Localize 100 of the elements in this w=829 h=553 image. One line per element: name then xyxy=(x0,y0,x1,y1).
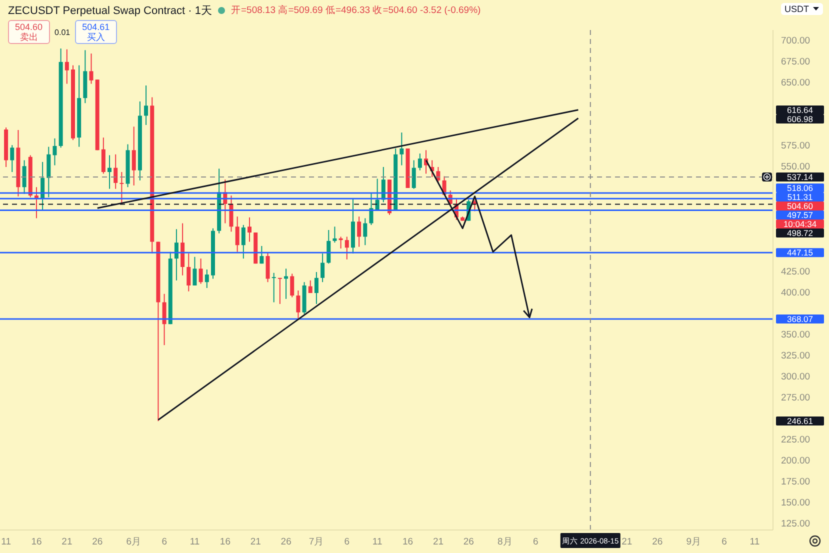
x-tick-label: 6 xyxy=(344,536,350,548)
x-tick-label: 11 xyxy=(190,536,200,548)
x-tick-label: 21 xyxy=(622,536,632,548)
candlestick xyxy=(266,252,270,283)
candlestick xyxy=(296,290,300,319)
chart-title: ZECUSDT Perpetual Swap Contract · 1天 xyxy=(8,4,212,18)
x-tick-label: 6 xyxy=(532,536,538,548)
candlestick xyxy=(114,154,118,190)
text: USDT xyxy=(784,4,809,14)
candlestick xyxy=(241,224,246,260)
candlestick xyxy=(10,144,14,173)
candlestick xyxy=(260,245,264,264)
x-tick-label: 11 xyxy=(750,536,760,548)
chart-subtitle: 开=508.13 高=509.69 低=496.33 收=504.60 -3.52 (-0.69%) xyxy=(230,4,481,17)
candlestick xyxy=(192,256,197,286)
candlestick xyxy=(162,293,166,346)
candlestick xyxy=(272,272,276,303)
x-tick-label: 7月 xyxy=(308,536,324,548)
x-tick-label: 21 xyxy=(250,536,261,548)
candlestick xyxy=(363,218,368,246)
x-tick-label: 6 xyxy=(722,536,727,548)
x-tick-label: 9月 xyxy=(686,536,702,548)
candlestick xyxy=(418,153,422,171)
candlestick xyxy=(326,230,331,264)
candlestick xyxy=(278,277,282,304)
x-tick-label: 6 xyxy=(162,536,167,548)
candlestick xyxy=(284,268,288,300)
x-tick-label: 26 xyxy=(92,536,103,548)
candlestick xyxy=(204,268,209,288)
x-tick-label: 26 xyxy=(463,536,474,548)
candlestick xyxy=(290,273,294,298)
x-tick-label: 16 xyxy=(31,536,42,548)
annotation: 买入 xyxy=(86,32,106,42)
candlestick xyxy=(235,216,240,252)
candlestick xyxy=(89,53,94,84)
annotation: 0.01 xyxy=(54,28,70,36)
candlestick xyxy=(120,172,124,204)
candlestick xyxy=(314,272,318,304)
candlestick xyxy=(198,258,203,284)
x-tick-label: 11 xyxy=(372,536,382,548)
y-tick-label: 575.00 xyxy=(781,140,810,152)
candlestick xyxy=(22,160,26,194)
text: 498.72 xyxy=(787,228,814,238)
ref-line-label: 518.06 xyxy=(787,183,814,194)
ref-line-label: 504.60 xyxy=(787,201,814,212)
y-tick-label: 275.00 xyxy=(781,392,810,404)
annotation: 504.61 xyxy=(82,22,110,32)
candlestick xyxy=(101,137,106,174)
y-tick-label: 700.00 xyxy=(781,35,810,46)
y-tick-label: 400.00 xyxy=(781,288,810,299)
candlestick xyxy=(46,146,51,198)
candlestick xyxy=(357,216,362,248)
candlestick xyxy=(186,253,191,292)
candlestick xyxy=(344,236,349,260)
candlestick xyxy=(400,132,404,166)
y-tick-label: 325.00 xyxy=(781,350,810,362)
candlestick xyxy=(369,192,374,226)
candlestick xyxy=(248,216,252,242)
text: 606.98 xyxy=(787,114,814,124)
y-tick-label: 225.00 xyxy=(781,434,810,446)
x-tick-label: 21 xyxy=(62,536,72,548)
candlestick xyxy=(308,280,312,294)
y-tick-label: 300.00 xyxy=(781,372,810,383)
x-tick-label: 11 xyxy=(1,536,12,548)
text: 10:04:34 xyxy=(783,219,817,230)
y-tick-label: 150.00 xyxy=(781,498,810,509)
candlestick xyxy=(144,84,148,126)
text: 616.64 xyxy=(787,105,814,115)
candlestick xyxy=(332,226,337,244)
ref-line-label: 447.15 xyxy=(787,248,814,258)
candlestick xyxy=(320,253,325,283)
ref-line-label: 511.31 xyxy=(787,192,813,202)
annotation: 卖出 xyxy=(18,32,39,42)
y-tick-label: 675.00 xyxy=(781,56,810,68)
x-tick-label: 26 xyxy=(652,536,663,548)
y-tick-label: 175.00 xyxy=(781,476,810,488)
candlestick xyxy=(174,228,178,281)
candlestick xyxy=(132,126,136,186)
y-tick-label: 125.00 xyxy=(781,518,810,530)
y-tick-label: 550.00 xyxy=(781,162,810,173)
candlestick xyxy=(375,178,380,212)
candlestick xyxy=(412,160,416,190)
annotation: 504.60 xyxy=(15,22,43,32)
ref-line-label: 368.07 xyxy=(787,314,814,324)
x-tick-label: 26 xyxy=(280,536,292,548)
ref-line-label: 497.57 xyxy=(787,210,814,220)
x-tick-label: 21 xyxy=(432,536,444,548)
candlestick xyxy=(64,48,69,84)
candlestick xyxy=(52,138,57,166)
text: 246.61 xyxy=(787,416,814,426)
x-tick-label: 8月 xyxy=(498,536,513,548)
y-tick-label: 200.00 xyxy=(781,456,810,467)
x-tick-label: 16 xyxy=(402,536,414,548)
y-tick-label: 425.00 xyxy=(781,266,810,278)
y-tick-label: 650.00 xyxy=(781,77,810,88)
y-tick-label: 350.00 xyxy=(781,330,810,341)
candlestick xyxy=(108,154,112,190)
ref-line-label: 537.14 xyxy=(787,172,814,182)
x-tick-label: 16 xyxy=(220,536,230,548)
x-tick-label: 6月 xyxy=(126,536,142,548)
